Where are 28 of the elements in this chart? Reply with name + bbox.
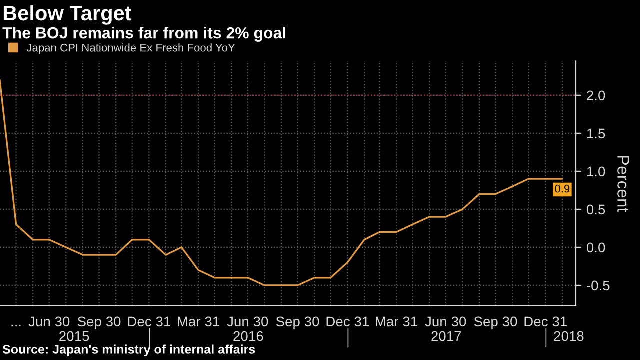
y-tick-label: 1.0 — [587, 166, 606, 177]
x-tick-label: Dec 31 — [326, 316, 369, 327]
legend-label: Japan CPI Nationwide Ex Fresh Food YoY — [26, 44, 236, 54]
x-tick-label: Dec 31 — [128, 316, 170, 327]
x-tick-label: Jun 30 — [28, 316, 70, 327]
x-tick-label: Dec 31 — [524, 316, 567, 327]
source-note: Source: Japan's ministry of internal affairs — [2, 344, 256, 356]
y-axis-title: Percent — [618, 156, 630, 212]
data-label: 0.9 — [555, 184, 570, 193]
chart-subtitle: The BOJ remains far from its 2% goal — [2, 27, 286, 42]
y-tick-label: 2.0 — [587, 90, 606, 101]
y-tick-label: -0.5 — [587, 280, 610, 291]
x-tick-label: Sep 30 — [474, 316, 518, 330]
x-tick-label: Jun 30 — [425, 316, 466, 327]
x2-tick-label: 2018 — [554, 331, 584, 342]
x-tick-label: Sep 30 — [78, 316, 121, 330]
x-tick-label: Sep 30 — [276, 316, 320, 330]
x-tick-label: Mar 31 — [376, 316, 418, 327]
x-tick-label: Jun 30 — [227, 316, 268, 327]
x-tick-label: ... — [12, 324, 21, 326]
y-tick-label: 0.5 — [586, 204, 606, 215]
x2-tick-label: 2015 — [60, 331, 90, 342]
x-tick-label: Mar 31 — [178, 316, 220, 327]
y-tick-label: 0.0 — [586, 242, 606, 253]
x2-tick-label: 2017 — [432, 331, 462, 342]
x2-tick-label: 2016 — [234, 331, 264, 342]
y-tick-label: 1.5 — [587, 128, 606, 139]
chart-title: Below Target — [4, 5, 132, 25]
